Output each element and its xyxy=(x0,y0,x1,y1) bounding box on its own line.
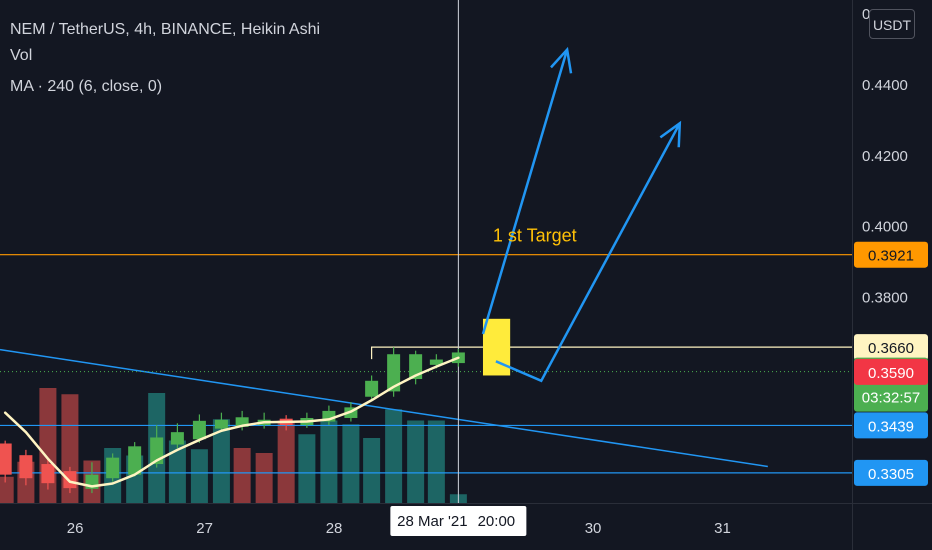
chart-title: NEM / TetherUS, 4h, BINANCE, Heikin Ashi xyxy=(10,21,321,38)
price-label: 0.3660 xyxy=(868,340,914,357)
price-label: 0.3590 xyxy=(868,365,914,382)
volume-bar xyxy=(385,409,403,503)
volume-bar xyxy=(277,420,295,503)
countdown-label: 03:32:57 xyxy=(862,390,920,407)
price-label-box xyxy=(854,459,928,486)
trendline[interactable] xyxy=(0,348,768,468)
crosshair-time-box xyxy=(390,506,527,536)
forecast-arrow-2[interactable] xyxy=(495,122,681,383)
arrow-head xyxy=(659,120,682,148)
crosshair-time: 20:00 xyxy=(478,513,516,530)
arrow-head xyxy=(550,46,573,74)
volume-bar xyxy=(233,448,251,503)
price-label-box xyxy=(854,358,928,385)
price-label-box xyxy=(854,334,928,361)
candle-body xyxy=(170,432,184,445)
candle-body xyxy=(387,354,401,392)
candle-body xyxy=(192,420,206,440)
candle-body xyxy=(365,380,379,397)
volume-bar xyxy=(168,440,186,503)
price-tick: 0.4400 xyxy=(862,77,908,94)
candle-body xyxy=(128,446,142,475)
volume-bar xyxy=(212,419,230,503)
price-label: 0.3439 xyxy=(868,418,914,435)
moving-average xyxy=(3,356,460,488)
volume-legend: Vol xyxy=(10,47,33,64)
candle-body xyxy=(41,464,55,484)
candle-body xyxy=(429,359,443,365)
volume-bar xyxy=(255,453,273,503)
volume-bar xyxy=(298,434,316,503)
price-label-box xyxy=(854,412,928,439)
price-tick: 0.3800 xyxy=(862,290,908,307)
currency-unit-button[interactable]: USDT xyxy=(869,9,915,39)
time-tick: 30 xyxy=(585,520,602,537)
time-tick: 27 xyxy=(196,520,213,537)
resistance-line[interactable] xyxy=(371,346,852,360)
ma-legend: MA · 240 (6, close, 0) xyxy=(10,78,163,95)
time-tick: 26 xyxy=(67,520,84,537)
candle-body xyxy=(214,419,228,429)
price-tick: 0.4000 xyxy=(862,219,908,236)
volume-bar xyxy=(363,438,381,503)
crosshair-date: 28 Mar '21 xyxy=(397,513,467,530)
volume-bar xyxy=(320,420,338,503)
volume-bar xyxy=(407,420,425,503)
ma-line xyxy=(3,356,460,488)
volume-bar xyxy=(342,424,360,503)
price-label-box xyxy=(854,241,928,268)
price-label: 0.3305 xyxy=(868,466,914,483)
candle-body xyxy=(63,471,77,489)
candle-body xyxy=(150,437,164,465)
candle-body xyxy=(19,455,33,479)
volume-bar xyxy=(190,449,208,503)
volume-bar xyxy=(427,420,445,503)
candle-body xyxy=(0,443,12,475)
time-tick: 31 xyxy=(714,520,731,537)
forecast-arrow-1[interactable] xyxy=(481,49,569,335)
volume-bar xyxy=(0,476,14,503)
candle-body xyxy=(322,410,336,422)
time-tick: 28 xyxy=(326,520,343,537)
target-annotation: 1 st Target xyxy=(493,226,577,246)
price-label: 0.3921 xyxy=(868,248,914,265)
candle-body xyxy=(106,457,120,479)
candle-body xyxy=(235,417,249,427)
price-tick: 0.4200 xyxy=(862,148,908,165)
